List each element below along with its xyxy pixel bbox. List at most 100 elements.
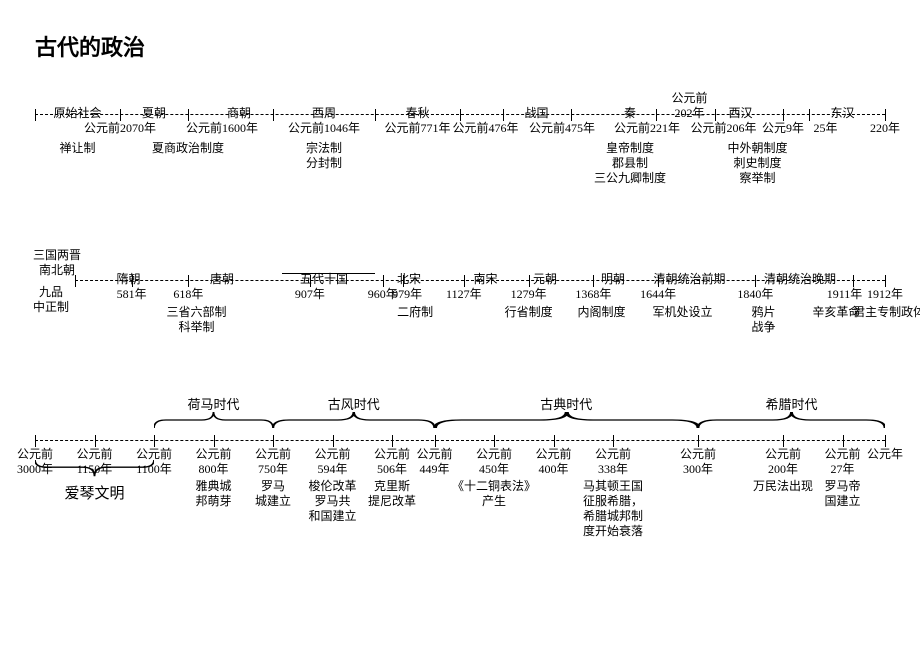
system-label: 二府制 xyxy=(397,305,433,320)
tick xyxy=(885,435,886,447)
date-label: 581年 xyxy=(117,287,147,302)
brace xyxy=(435,412,699,428)
date-label: 公元前400年 xyxy=(535,447,571,477)
tick xyxy=(571,109,572,121)
date-label: 公元前1046年 xyxy=(288,121,360,136)
tick xyxy=(503,109,504,121)
date-label: 公元前476年 xyxy=(452,121,518,136)
system-label: 内阁制度 xyxy=(577,305,625,320)
system-label: 禅让制 xyxy=(59,141,95,156)
date-label: 220年 xyxy=(870,121,900,136)
tick xyxy=(755,275,756,287)
tick xyxy=(783,435,784,447)
date-label: 公元前475年 xyxy=(529,121,595,136)
date-label: 1127年 xyxy=(446,287,482,302)
tick xyxy=(392,435,393,447)
era-label: 荷马时代 xyxy=(187,394,239,413)
event-label: 罗马城建立 xyxy=(255,479,291,509)
event-label: 雅典城邦萌芽 xyxy=(195,479,231,509)
tick xyxy=(809,109,810,121)
era-label: 爱琴文明 xyxy=(64,482,124,503)
date-label: 1279年 xyxy=(511,287,547,302)
date-label: 618年 xyxy=(173,287,203,302)
system-label: 中外朝制度刺史制度察举制 xyxy=(727,141,787,186)
tick xyxy=(188,109,189,121)
tick xyxy=(783,109,784,121)
tick xyxy=(214,435,215,447)
event-label: 马其顿王国征服希腊，希腊城邦制度开始衰落 xyxy=(583,479,643,539)
tick xyxy=(375,109,376,121)
system-label: 军机处设立 xyxy=(652,305,712,320)
timeline-western-ancient: 爱琴文明荷马时代古风时代古典时代希腊时代 公元前3000年公元前1150年公元前… xyxy=(35,400,885,580)
tick xyxy=(885,275,886,287)
date-label: 979年 xyxy=(392,287,422,302)
timeline-axis: 公元前2070年公元前1600年公元前1046年公元前771年公元前476年公元… xyxy=(35,114,885,129)
tick xyxy=(310,275,311,287)
date-label: 公元前800年 xyxy=(195,447,231,477)
date-label: 1911年 xyxy=(827,287,863,302)
tick xyxy=(853,275,854,287)
timeline-axis: 公元前3000年公元前1150年公元前1100年公元前800年雅典城邦萌芽公元前… xyxy=(35,440,885,455)
tick xyxy=(188,275,189,287)
date-label: 公元前1150年 xyxy=(76,447,112,477)
date-label: 公元前221年 xyxy=(614,121,680,136)
page-title: 古代的政治 xyxy=(35,30,885,62)
system-label: 宗法制分封制 xyxy=(306,141,342,171)
date-label: 公元前449年 xyxy=(416,447,452,477)
era-label: 希腊时代 xyxy=(765,394,817,413)
event-label: 克里斯提尼改革 xyxy=(368,479,416,509)
tick xyxy=(494,435,495,447)
tick xyxy=(154,435,155,447)
date-label: 公元前338年 xyxy=(595,447,631,477)
tick xyxy=(35,435,36,447)
date-label: 公元前300年 xyxy=(680,447,716,477)
tick xyxy=(593,275,594,287)
date-label: 公元9年 xyxy=(762,121,804,136)
date-label: 公元前1600年 xyxy=(186,121,258,136)
tick xyxy=(464,275,465,287)
event-label: 罗马帝国建立 xyxy=(824,479,860,509)
tick xyxy=(460,109,461,121)
tick xyxy=(120,109,121,121)
date-label: 1840年 xyxy=(737,287,773,302)
event-label: 万民法出现 xyxy=(753,479,813,494)
date-label: 公元前750年 xyxy=(255,447,291,477)
tick xyxy=(529,275,530,287)
brace xyxy=(698,412,885,428)
tick xyxy=(273,435,274,447)
tick xyxy=(75,275,76,287)
date-label: 公元前1100年 xyxy=(136,447,172,477)
tick xyxy=(658,275,659,287)
date-label: 907年 xyxy=(295,287,325,302)
date-label: 公元前27年 xyxy=(824,447,860,477)
tick xyxy=(333,435,334,447)
system-label: 君主专制政体结束 xyxy=(853,305,920,320)
tick xyxy=(554,435,555,447)
date-label: 公元年 xyxy=(867,447,903,462)
system-label: 三省六部制科举制 xyxy=(166,305,226,335)
tick xyxy=(715,109,716,121)
tick xyxy=(35,109,36,121)
tick xyxy=(698,435,699,447)
event-label: 梭伦改革罗马共和国建立 xyxy=(308,479,356,524)
tick xyxy=(885,109,886,121)
date-label: 公元前506年 xyxy=(374,447,410,477)
era-label: 古典时代 xyxy=(540,394,592,413)
date-label: 公元前771年 xyxy=(384,121,450,136)
tick xyxy=(843,435,844,447)
event-label: 《十二铜表法》产生 xyxy=(452,479,536,509)
tick xyxy=(656,109,657,121)
system-label: 行省制度 xyxy=(505,305,553,320)
tick xyxy=(95,435,96,447)
date-label: 25年 xyxy=(813,121,837,136)
date-label: 公元前3000年 xyxy=(17,447,53,477)
tick xyxy=(435,435,436,447)
brace xyxy=(282,272,376,274)
system-label: 鸦片战争 xyxy=(751,305,775,335)
date-label: 公元前594年 xyxy=(314,447,350,477)
date-label: 公元前450年 xyxy=(476,447,512,477)
date-label: 1368年 xyxy=(575,287,611,302)
date-label: 1644年 xyxy=(640,287,676,302)
era-label: 古风时代 xyxy=(328,394,380,413)
timeline-china-ancient: 原始社会夏朝商朝西周春秋战国秦公元前202年西汉东汉公元前2070年公元前160… xyxy=(35,90,885,210)
